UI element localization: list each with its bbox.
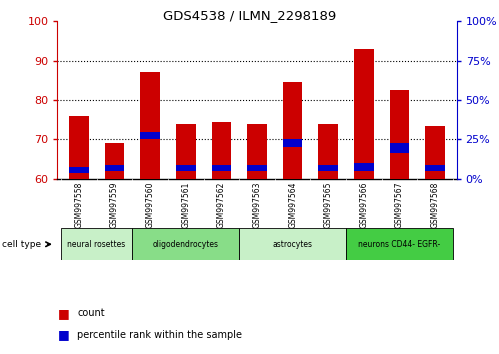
Bar — [212, 122, 231, 179]
Bar — [318, 165, 338, 171]
Text: percentile rank within the sample: percentile rank within the sample — [77, 330, 243, 339]
Bar — [61, 228, 132, 260]
Text: GSM997566: GSM997566 — [359, 181, 368, 228]
Bar — [132, 228, 239, 260]
Bar — [283, 139, 302, 147]
Bar — [346, 228, 453, 260]
Bar — [105, 165, 124, 171]
Bar — [247, 165, 267, 171]
Bar — [140, 132, 160, 139]
Bar — [176, 124, 196, 179]
Bar — [283, 82, 302, 179]
Bar — [318, 124, 338, 179]
Bar — [140, 73, 160, 179]
Text: GSM997559: GSM997559 — [110, 181, 119, 228]
Text: GSM997565: GSM997565 — [324, 181, 333, 228]
Bar — [105, 143, 124, 179]
Bar — [239, 228, 346, 260]
Bar — [176, 165, 196, 171]
Bar — [69, 167, 89, 173]
Text: GSM997568: GSM997568 — [431, 181, 440, 228]
Text: GSM997560: GSM997560 — [146, 181, 155, 228]
Bar — [425, 165, 445, 171]
Bar — [425, 126, 445, 179]
Bar — [354, 49, 374, 179]
Text: GSM997563: GSM997563 — [252, 181, 261, 228]
Text: GSM997558: GSM997558 — [74, 181, 83, 228]
Bar — [247, 124, 267, 179]
Text: GSM997567: GSM997567 — [395, 181, 404, 228]
Text: ■: ■ — [57, 328, 69, 341]
Bar — [390, 143, 409, 153]
Bar — [354, 163, 374, 171]
Text: GSM997561: GSM997561 — [181, 181, 190, 228]
Text: GDS4538 / ILMN_2298189: GDS4538 / ILMN_2298189 — [163, 9, 336, 22]
Text: count: count — [77, 308, 105, 318]
Text: cell type: cell type — [2, 240, 41, 249]
Bar — [212, 165, 231, 171]
Text: GSM997564: GSM997564 — [288, 181, 297, 228]
Text: astrocytes: astrocytes — [272, 240, 313, 249]
Text: ■: ■ — [57, 307, 69, 320]
Bar — [69, 116, 89, 179]
Text: GSM997562: GSM997562 — [217, 181, 226, 228]
Text: neural rosettes: neural rosettes — [67, 240, 126, 249]
Text: oligodendrocytes: oligodendrocytes — [153, 240, 219, 249]
Text: neurons CD44- EGFR-: neurons CD44- EGFR- — [358, 240, 441, 249]
Bar — [390, 90, 409, 179]
